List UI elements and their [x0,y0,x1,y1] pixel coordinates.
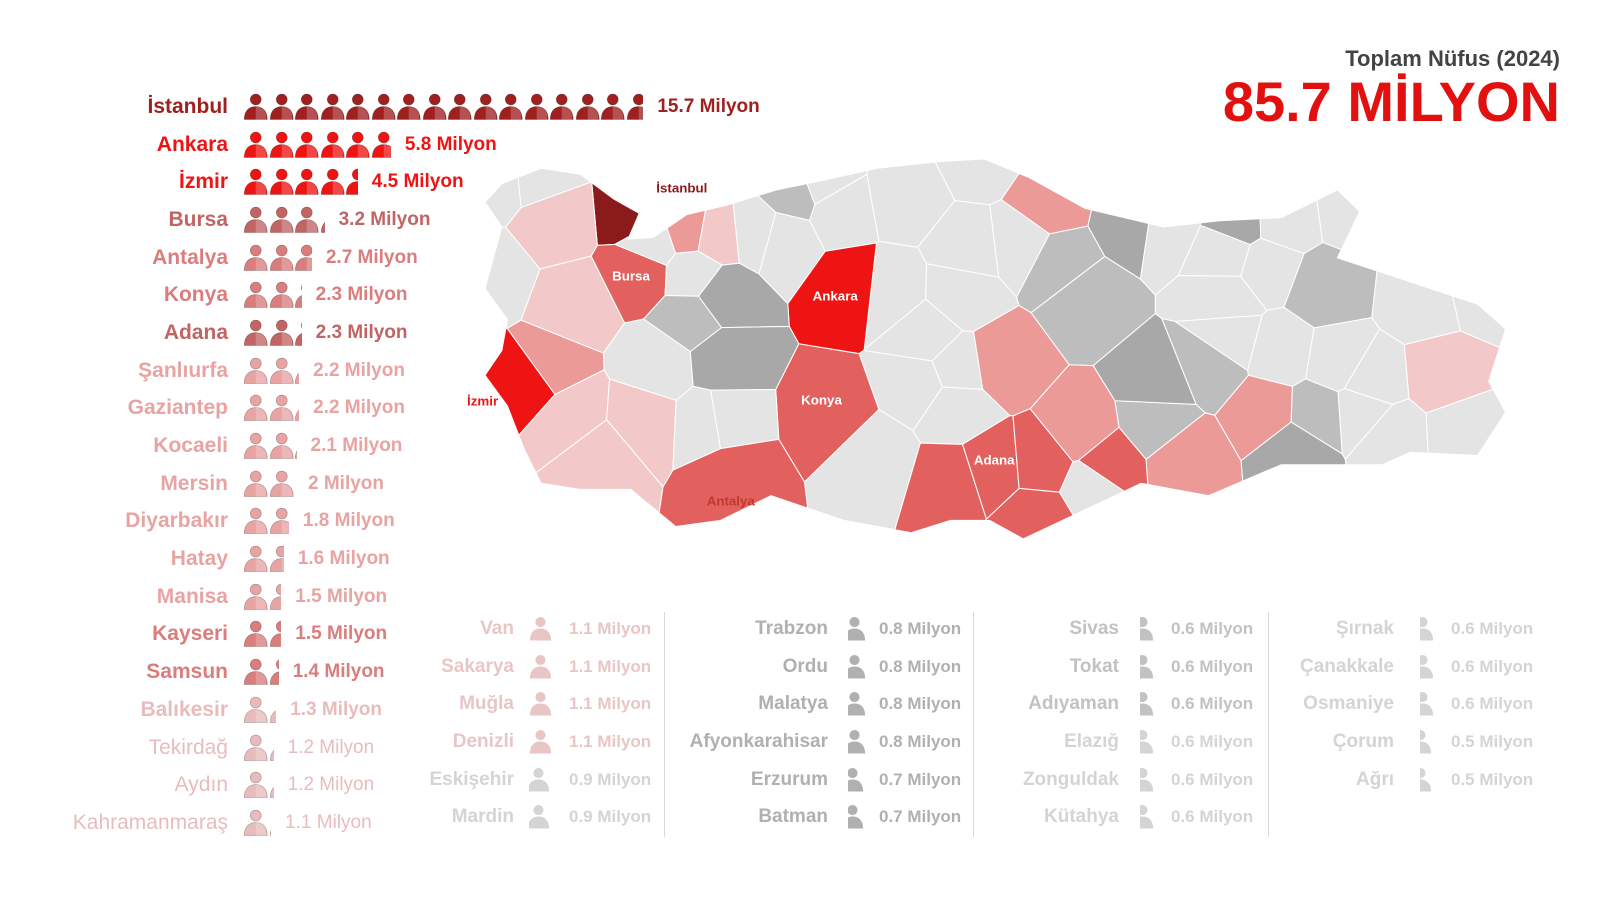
svg-text:Adana: Adana [974,453,1015,468]
svg-text:Bursa: Bursa [612,268,650,283]
svg-text:Ankara: Ankara [813,289,859,304]
svg-text:İzmir: İzmir [467,394,498,409]
svg-text:Konya: Konya [801,393,842,408]
svg-text:Antalya: Antalya [707,494,756,509]
svg-text:İstanbul: İstanbul [656,181,707,196]
